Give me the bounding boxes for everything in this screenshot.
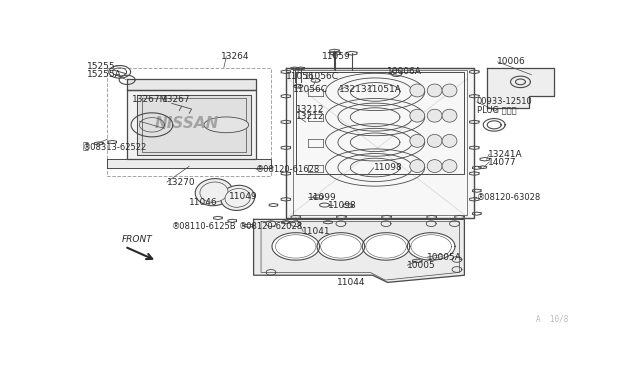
Ellipse shape: [442, 109, 457, 122]
Text: FRONT: FRONT: [122, 235, 153, 244]
Text: 13212: 13212: [296, 112, 324, 121]
Ellipse shape: [428, 134, 442, 147]
Ellipse shape: [200, 182, 228, 202]
Ellipse shape: [410, 134, 425, 147]
Polygon shape: [108, 159, 271, 168]
Text: 13270: 13270: [167, 178, 195, 187]
Text: 13267M: 13267M: [132, 95, 168, 104]
Text: A  10/8: A 10/8: [536, 315, 568, 324]
Text: ®08110-6125B: ®08110-6125B: [172, 222, 236, 231]
Polygon shape: [127, 79, 256, 90]
Ellipse shape: [442, 160, 457, 173]
Text: 14077: 14077: [488, 158, 516, 167]
Text: ®08120-62028: ®08120-62028: [239, 222, 303, 231]
Text: 13212: 13212: [296, 105, 324, 113]
Text: 11056C: 11056C: [304, 72, 339, 81]
Text: NISSAN: NISSAN: [154, 116, 219, 131]
Text: 13213: 13213: [339, 86, 367, 94]
Polygon shape: [317, 233, 365, 260]
Text: 13267: 13267: [162, 95, 191, 104]
Polygon shape: [286, 68, 474, 218]
Ellipse shape: [204, 117, 248, 133]
Text: 11044: 11044: [337, 279, 365, 288]
Ellipse shape: [410, 84, 425, 97]
Text: 11056: 11056: [286, 72, 315, 81]
Text: 10006A: 10006A: [387, 67, 421, 76]
Ellipse shape: [410, 160, 425, 173]
Polygon shape: [408, 233, 455, 260]
Text: 15255A: 15255A: [88, 70, 122, 79]
Ellipse shape: [225, 189, 250, 207]
Ellipse shape: [428, 160, 442, 173]
Ellipse shape: [195, 179, 232, 206]
Text: ®08313-62522: ®08313-62522: [83, 143, 147, 152]
Text: Ⓢ: Ⓢ: [82, 141, 88, 150]
Text: ®08120-63028: ®08120-63028: [477, 193, 541, 202]
Polygon shape: [486, 68, 554, 108]
Text: ®08120-61628: ®08120-61628: [256, 165, 321, 174]
Text: 13241A: 13241A: [488, 150, 522, 158]
Polygon shape: [127, 90, 256, 159]
Polygon shape: [137, 95, 251, 155]
Text: 11049: 11049: [229, 192, 257, 201]
Text: 10006: 10006: [497, 57, 525, 66]
Text: 13264: 13264: [221, 52, 250, 61]
Text: 11041: 11041: [302, 227, 331, 236]
Polygon shape: [272, 233, 319, 260]
Ellipse shape: [221, 185, 255, 211]
Text: 15255: 15255: [88, 62, 116, 71]
Polygon shape: [253, 219, 465, 282]
Text: 11099: 11099: [308, 193, 337, 202]
Text: 10005A: 10005A: [428, 253, 462, 262]
Ellipse shape: [428, 84, 442, 97]
Text: 11098: 11098: [328, 201, 356, 209]
Ellipse shape: [428, 109, 442, 122]
Ellipse shape: [442, 134, 457, 147]
Ellipse shape: [410, 109, 425, 122]
Text: 10005: 10005: [408, 261, 436, 270]
Text: 11051A: 11051A: [367, 86, 401, 94]
Text: 11046: 11046: [189, 198, 218, 207]
Text: 11059: 11059: [322, 52, 351, 61]
Ellipse shape: [442, 84, 457, 97]
Polygon shape: [362, 233, 410, 260]
Text: 00933-12510: 00933-12510: [477, 97, 532, 106]
Text: 11056C: 11056C: [293, 84, 328, 93]
Text: 11098: 11098: [374, 163, 403, 172]
Text: PLUG プラグ: PLUG プラグ: [477, 105, 516, 115]
